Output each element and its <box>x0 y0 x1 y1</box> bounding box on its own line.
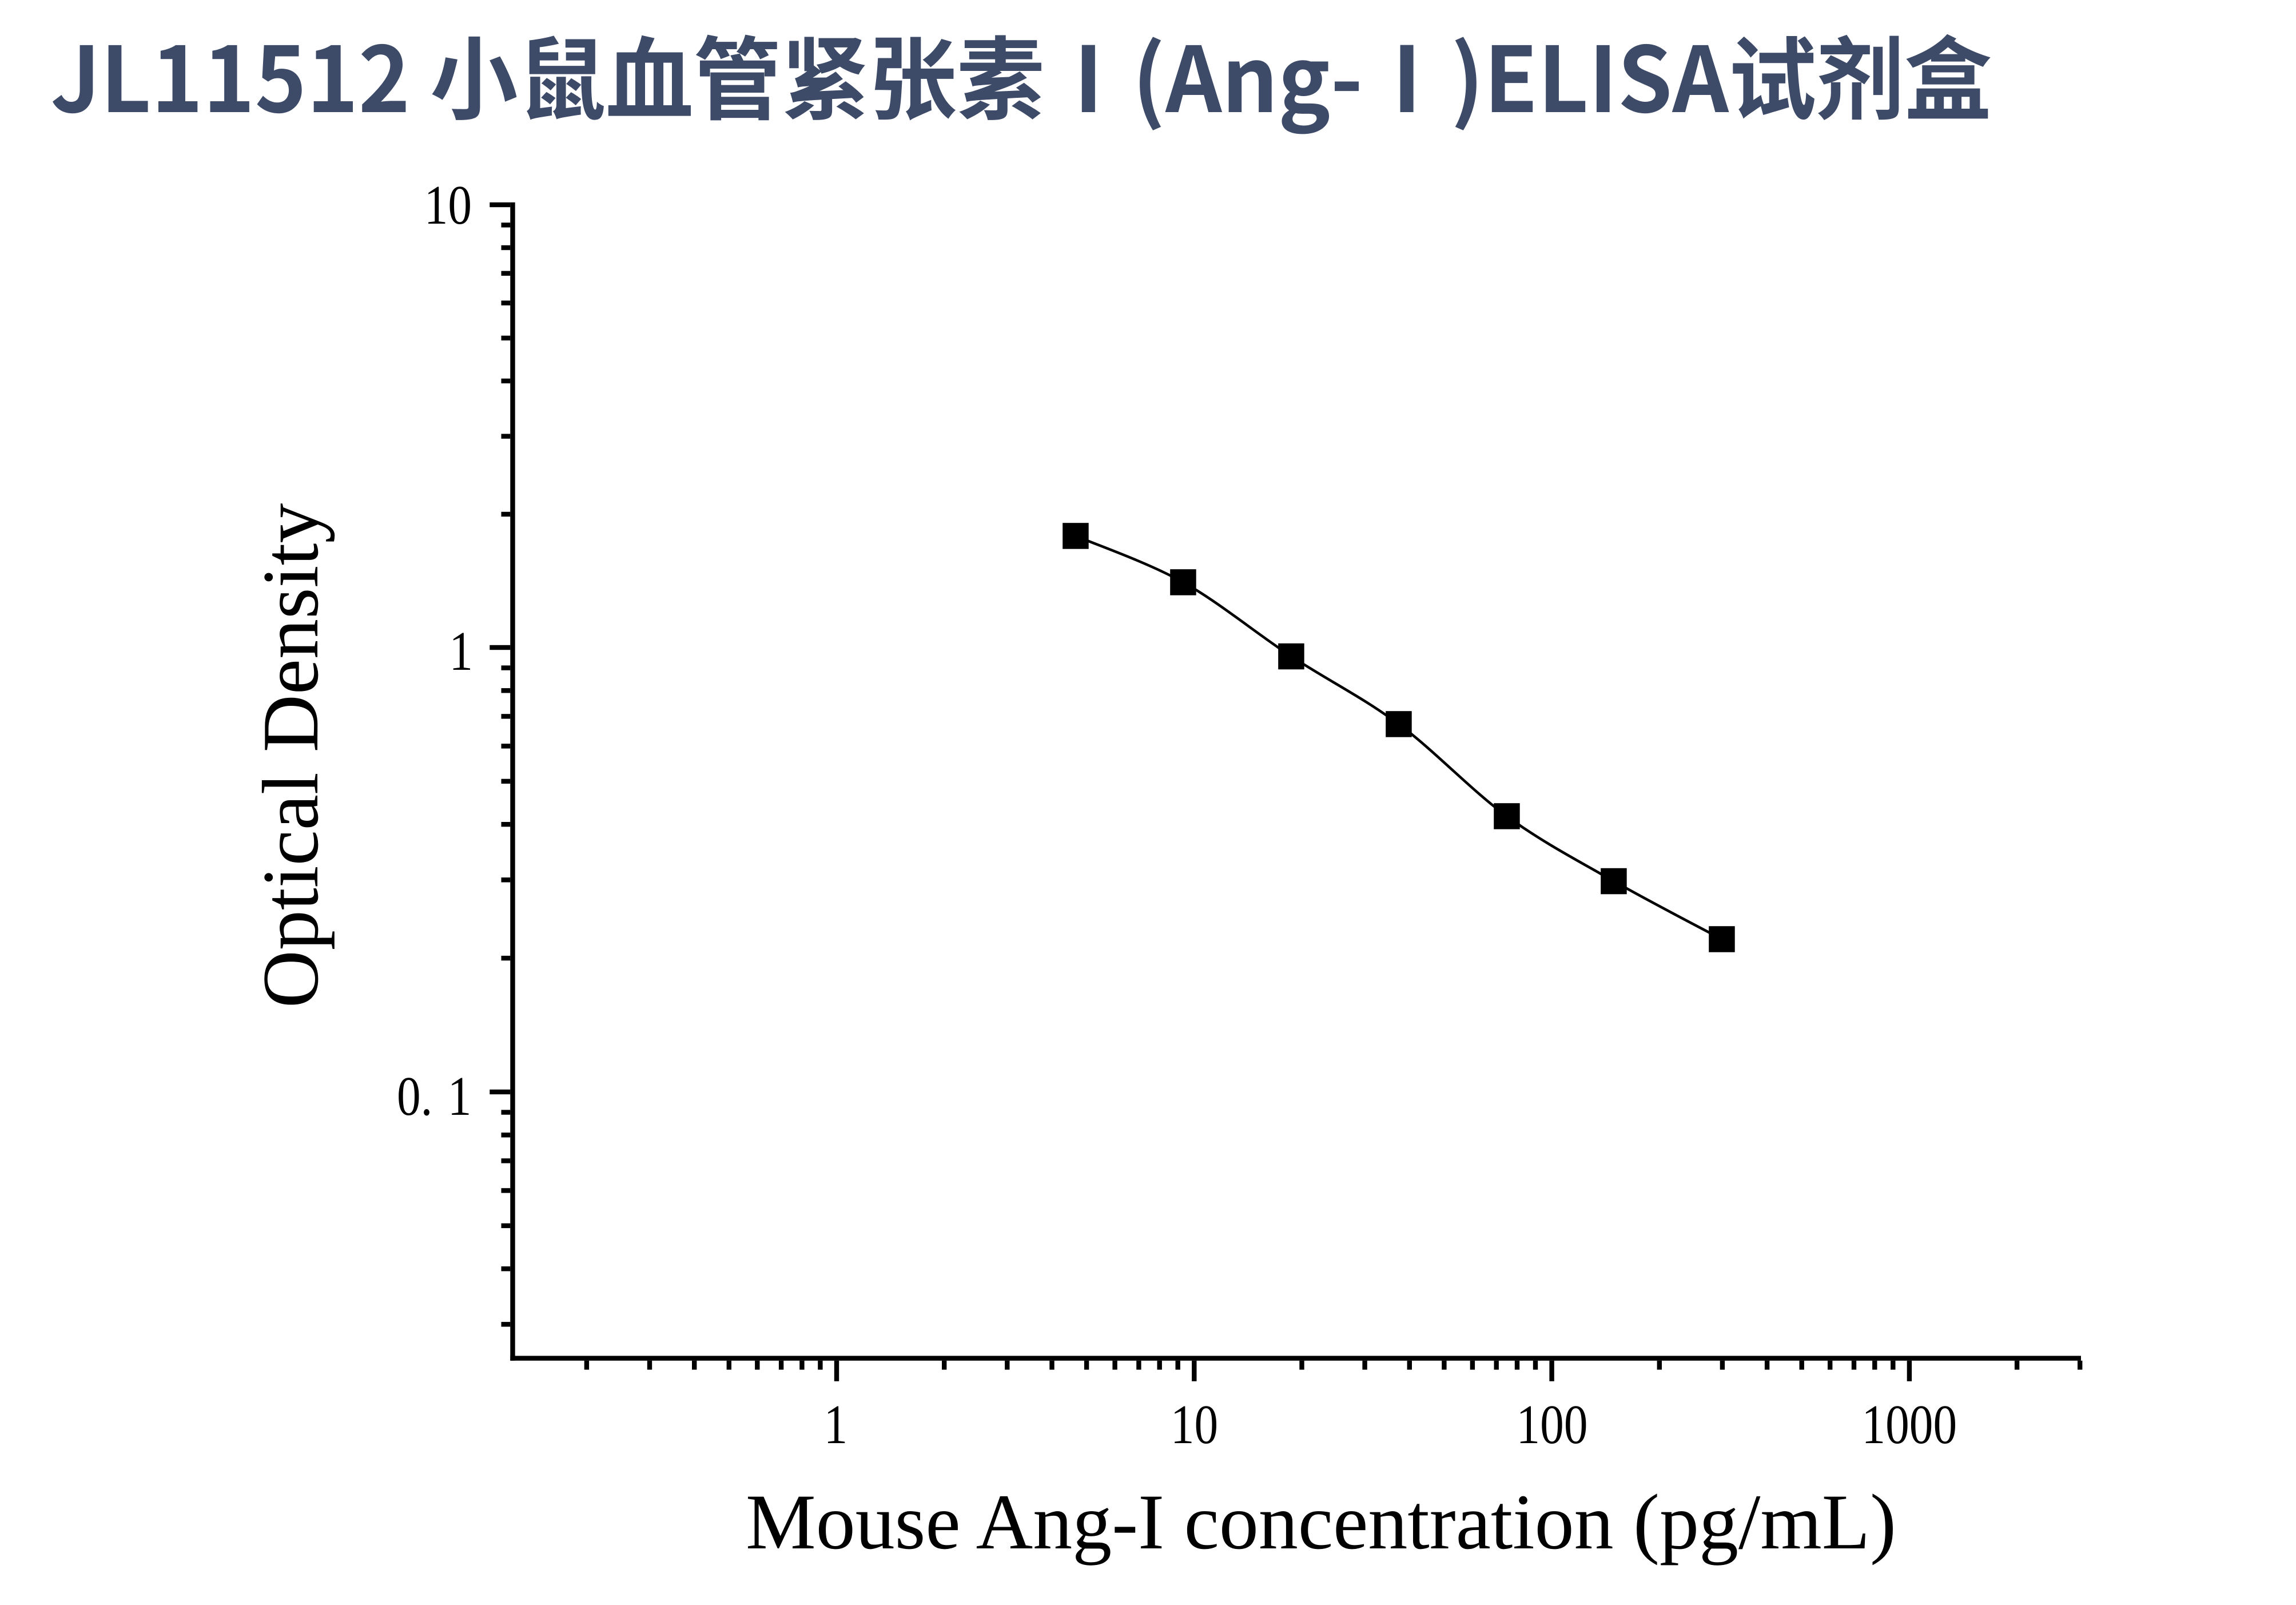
svg-text:10: 10 <box>1171 1393 1218 1456</box>
svg-text:Mouse Ang-I concentration (pg/: Mouse Ang-I concentration (pg/mL) <box>746 1478 1896 1566</box>
svg-text:1: 1 <box>449 620 473 682</box>
svg-text:Optical Density: Optical Density <box>246 503 335 1008</box>
svg-text:10: 10 <box>424 174 472 236</box>
svg-text:1: 1 <box>824 1393 848 1456</box>
svg-text:100: 100 <box>1517 1393 1588 1456</box>
svg-text:1000: 1000 <box>1862 1393 1957 1456</box>
